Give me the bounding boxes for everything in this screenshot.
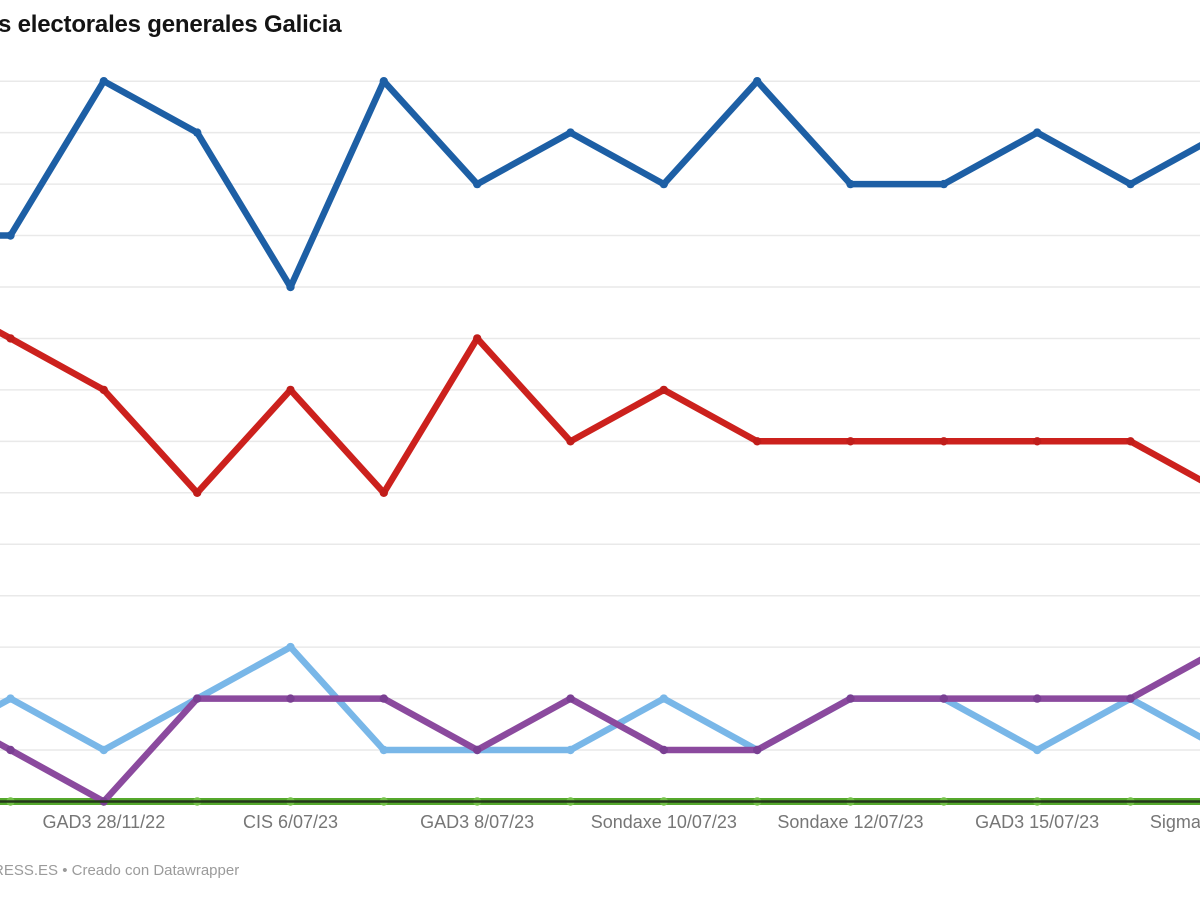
data-point-dot — [286, 282, 295, 292]
data-point-dot — [6, 231, 15, 240]
data-point-dot — [6, 694, 15, 703]
data-point-dot — [846, 694, 855, 703]
data-point-dot — [1033, 437, 1042, 446]
data-point-dot — [566, 694, 575, 703]
data-point-dot — [99, 77, 109, 86]
data-point-dot — [193, 694, 202, 703]
data-point-dot — [193, 488, 202, 497]
data-point-dot — [566, 745, 575, 755]
data-point-dot — [99, 385, 109, 395]
data-point-dot — [286, 385, 295, 395]
data-point-dot — [753, 77, 762, 86]
data-point-dot — [753, 745, 762, 755]
data-point-dot — [379, 77, 388, 86]
data-point-dot — [846, 179, 855, 189]
data-point-dot — [566, 128, 575, 137]
data-point-dot — [286, 694, 295, 703]
data-point-dot — [1033, 128, 1042, 137]
data-point-dot — [286, 642, 295, 652]
data-point-dot — [1126, 694, 1135, 703]
data-point-dot — [6, 745, 15, 755]
data-point-dot — [1033, 745, 1042, 755]
data-point-dot — [379, 694, 388, 703]
page-title: s electorales generales Galicia — [0, 11, 342, 38]
data-point-dot — [193, 128, 202, 137]
data-point-dot — [6, 334, 15, 343]
data-point-dot — [939, 437, 948, 446]
data-point-dot — [1126, 437, 1135, 446]
data-point-dot — [1033, 694, 1042, 703]
data-point-dot — [99, 745, 109, 755]
data-point-dot — [379, 488, 388, 497]
data-point-dot — [939, 179, 948, 189]
data-point-dot — [939, 694, 948, 703]
line-chart — [0, 77, 1200, 806]
data-point-dot — [473, 179, 482, 189]
data-point-dot — [846, 437, 855, 446]
data-point-dot — [566, 437, 575, 446]
data-point-dot — [659, 694, 668, 703]
data-point-dot — [1126, 179, 1135, 189]
data-point-dot — [659, 385, 668, 395]
data-point-dot — [473, 745, 482, 755]
data-point-dot — [379, 745, 388, 755]
data-point-dot — [659, 745, 668, 755]
chart-footer: RESS.ES • Creado con Datawrapper — [0, 862, 240, 879]
data-point-dot — [473, 334, 482, 343]
data-point-dot — [659, 179, 668, 189]
series-purple-line — [0, 656, 1200, 805]
data-point-dot — [753, 437, 762, 446]
